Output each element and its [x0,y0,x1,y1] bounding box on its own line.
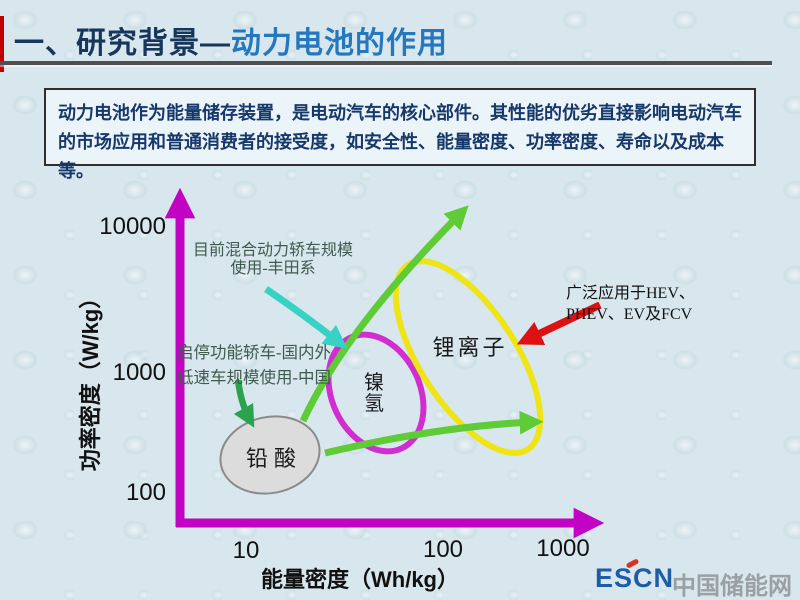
annotation-toyota-line2: 使用-丰田系 [230,260,316,277]
annotation-startstop: 启停功能轿车-国内外 低速车规模使用-中国 [177,340,357,390]
lead-acid-region-ellipse [219,415,321,495]
x-axis-title: 能量密度（Wh/kg） [261,567,459,592]
title-divider [0,61,772,65]
annotation-startstop-line1: 启停功能轿车-国内外 [177,343,331,362]
y-axis-title: 功率密度（W/kg） [78,286,103,472]
label-lead-acid: 铅酸 [245,446,302,471]
annotation-hev-line2: PHEV、EV及FCV [566,306,693,323]
page-title-part2: 动力电池的作用 [231,27,448,60]
label-nimh-line1: 镍 [364,372,384,394]
label-nimh: 镍 氢 [352,373,396,415]
trend-arrow-right [324,410,544,457]
y-tick-10000: 10000 [99,213,166,240]
annotation-toyota: 目前混合动力轿车规模 使用-丰田系 [188,242,358,278]
annotation-hev: 广泛应用于HEV、 PHEV、EV及FCV [566,283,736,325]
x-tick-10: 10 [232,537,260,564]
hev-annotation-arrow [516,301,602,345]
annotation-startstop-line2: 低速车规模使用-中国 [177,368,331,387]
intro-text-box: 动力电池作为能量储存装置，是电动汽车的核心部件。其性能的优劣直接影响电动汽车的市… [44,88,756,181]
startstop-annotation-arrow [233,379,255,428]
escn-logo-text: ESCN [595,563,675,593]
annotation-toyota-line1: 目前混合动力轿车规模 [192,242,353,259]
annotation-hev-line1: 广泛应用于HEV、 [566,285,695,302]
x-tick-100: 100 [422,536,464,563]
x-tick-1000: 1000 [536,535,590,562]
y-tick-100: 100 [125,479,166,506]
page-title: 一、研究背景—动力电池的作用 [14,18,448,62]
intro-text: 动力电池作为能量储存装置，是电动汽车的核心部件。其性能的优劣直接影响电动汽车的市… [58,103,742,181]
page-title-dash: — [200,27,231,60]
label-li-ion: 锂离子 [432,335,508,360]
slide-edge-red-marker [0,16,4,72]
toyota-annotation-arrow [264,286,348,349]
page-title-part1: 一、研究背景 [14,27,200,60]
trend-arrow-up-right [299,205,469,423]
escn-logo-chinese-text: 中国储能网 [672,573,792,600]
label-nimh-line2: 氢 [364,393,384,415]
y-tick-1000: 1000 [112,359,166,386]
